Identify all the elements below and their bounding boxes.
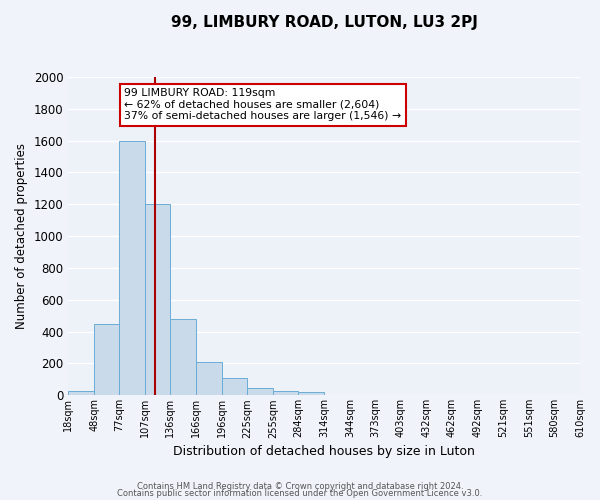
Bar [170,319,196,396]
Text: Contains public sector information licensed under the Open Government Licence v3: Contains public sector information licen… [118,490,482,498]
Y-axis label: Number of detached properties: Number of detached properties [15,143,28,329]
X-axis label: Distribution of detached houses by size in Luton: Distribution of detached houses by size … [173,444,475,458]
Text: Contains HM Land Registry data © Crown copyright and database right 2024.: Contains HM Land Registry data © Crown c… [137,482,463,491]
Bar [247,388,273,396]
Bar [94,324,119,396]
Bar [145,204,170,396]
Bar [68,390,94,396]
Text: 99 LIMBURY ROAD: 119sqm
← 62% of detached houses are smaller (2,604)
37% of semi: 99 LIMBURY ROAD: 119sqm ← 62% of detache… [124,88,401,122]
Bar [298,392,324,396]
Bar [119,140,145,396]
Bar [273,392,298,396]
Bar [222,378,247,396]
Title: 99, LIMBURY ROAD, LUTON, LU3 2PJ: 99, LIMBURY ROAD, LUTON, LU3 2PJ [170,15,478,30]
Bar [196,362,222,396]
